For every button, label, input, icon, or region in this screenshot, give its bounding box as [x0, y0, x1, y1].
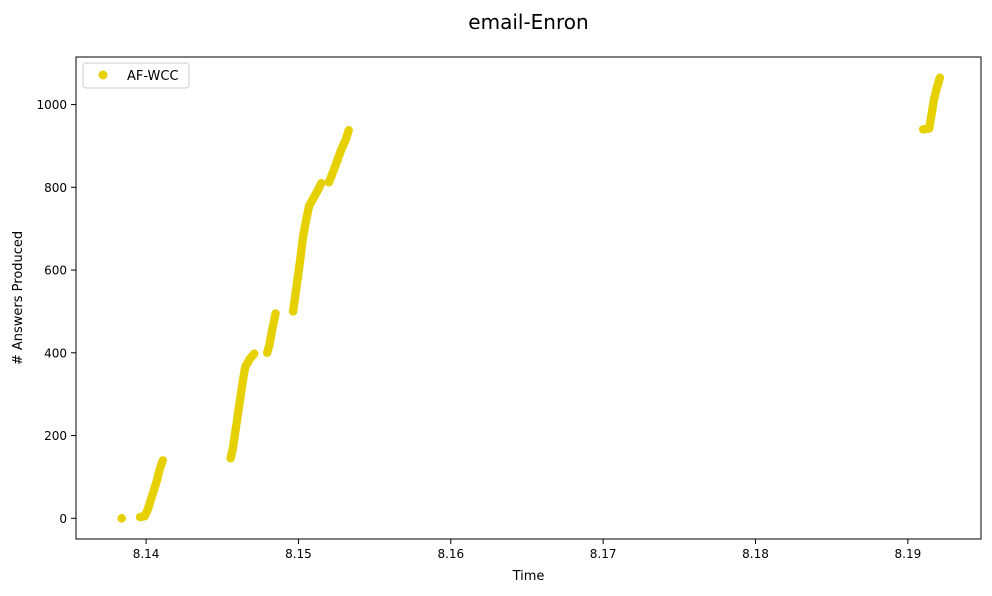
data-point	[250, 349, 259, 358]
data-point	[344, 126, 353, 135]
legend: AF-WCC	[82, 62, 190, 89]
data-point	[317, 178, 326, 188]
y-axis: 0 200 400 600 800 1000	[36, 98, 76, 526]
y-tick-label: 400	[44, 346, 67, 360]
x-axis-label: Time	[512, 569, 545, 584]
x-tick-label: 8.16	[437, 547, 464, 561]
legend-marker	[98, 70, 108, 80]
x-tick-label: 8.18	[742, 547, 769, 561]
x-tick-label: 8.14	[133, 547, 160, 561]
data-points	[117, 73, 945, 523]
data-point	[935, 73, 945, 82]
y-tick-label: 200	[44, 429, 67, 443]
x-tick-label: 8.19	[895, 547, 922, 561]
x-axis: 8.14 8.15 8.16 8.17 8.18 8.19	[133, 539, 922, 561]
x-tick-label: 8.15	[285, 547, 312, 561]
y-tick-label: 800	[44, 181, 67, 195]
y-tick-label: 0	[59, 512, 67, 526]
legend-label: AF-WCC	[127, 69, 179, 84]
y-tick-label: 1000	[36, 98, 67, 112]
legend-box	[82, 62, 190, 89]
data-point	[117, 514, 126, 523]
data-point	[271, 309, 280, 318]
plot-area-frame	[75, 56, 982, 540]
y-tick-label: 600	[44, 264, 67, 278]
chart-title: email-Enron	[468, 10, 588, 34]
y-axis-label: # Answers Produced	[11, 231, 26, 365]
x-tick-label: 8.17	[590, 547, 617, 561]
data-point	[158, 456, 168, 465]
